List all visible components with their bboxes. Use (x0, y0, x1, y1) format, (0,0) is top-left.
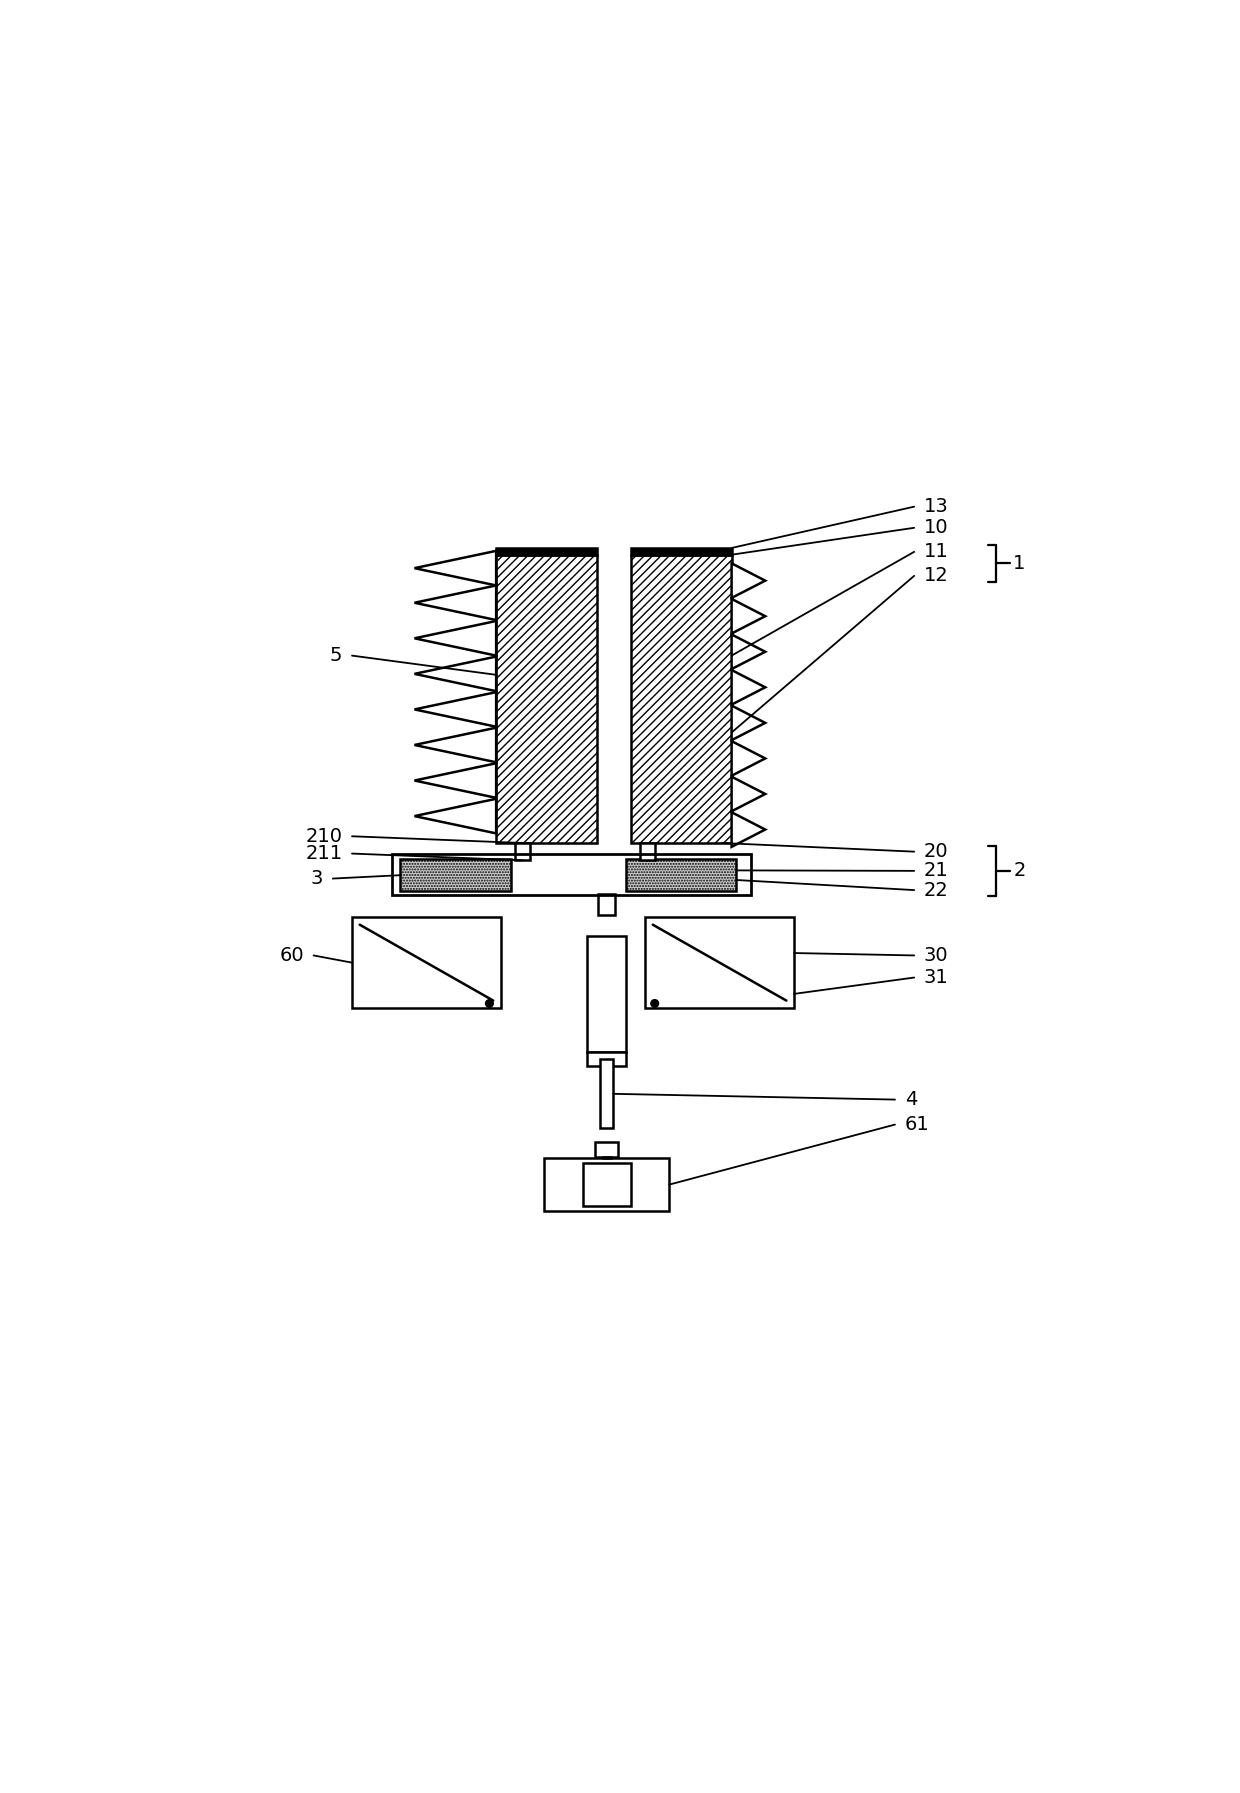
Polygon shape (732, 776, 765, 810)
Bar (516, 843, 529, 861)
Polygon shape (414, 656, 496, 690)
Polygon shape (732, 741, 765, 776)
Bar (401, 859, 511, 891)
Polygon shape (414, 692, 496, 726)
Bar (588, 936, 626, 1051)
Polygon shape (732, 671, 765, 705)
Text: 20: 20 (924, 843, 949, 861)
Polygon shape (414, 728, 496, 762)
Bar (392, 853, 750, 895)
Polygon shape (414, 586, 496, 620)
Text: 1: 1 (1013, 554, 1025, 572)
Polygon shape (732, 635, 765, 669)
Bar (626, 859, 737, 891)
Polygon shape (414, 620, 496, 656)
Text: 11: 11 (924, 541, 949, 561)
Bar (640, 843, 655, 861)
Text: 210: 210 (305, 827, 342, 846)
Polygon shape (414, 550, 496, 586)
Polygon shape (732, 812, 765, 846)
Text: 3: 3 (311, 870, 324, 888)
Circle shape (486, 1000, 494, 1008)
Circle shape (651, 1000, 658, 1008)
Text: 31: 31 (924, 968, 949, 986)
Polygon shape (732, 599, 765, 633)
Text: 61: 61 (905, 1115, 929, 1135)
Text: 22: 22 (924, 880, 949, 900)
Bar (645, 916, 794, 1008)
Text: 4: 4 (905, 1090, 916, 1110)
Bar (588, 1051, 626, 1067)
Text: 21: 21 (924, 861, 949, 880)
Text: 5: 5 (330, 645, 342, 665)
Bar (595, 1142, 619, 1156)
Bar (598, 895, 615, 914)
Text: 60: 60 (279, 947, 304, 965)
Polygon shape (414, 764, 496, 798)
Bar (631, 549, 732, 554)
Text: 12: 12 (924, 567, 949, 585)
Text: 30: 30 (924, 947, 949, 965)
Polygon shape (414, 800, 496, 834)
Bar (352, 916, 501, 1008)
Bar (583, 1164, 631, 1207)
Polygon shape (732, 706, 765, 741)
Bar (496, 554, 596, 843)
Bar (631, 554, 732, 843)
Text: 211: 211 (305, 845, 342, 862)
Bar (600, 1060, 614, 1128)
Text: 2: 2 (1013, 861, 1025, 880)
Text: 10: 10 (924, 518, 949, 538)
Bar (496, 549, 596, 554)
Bar (544, 1158, 670, 1210)
Text: 13: 13 (924, 497, 949, 516)
Polygon shape (732, 563, 765, 597)
